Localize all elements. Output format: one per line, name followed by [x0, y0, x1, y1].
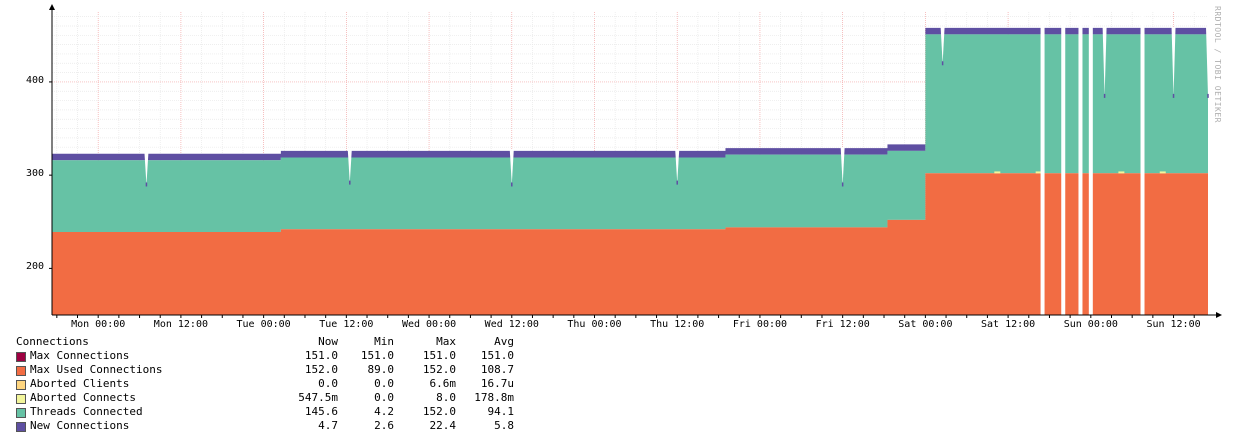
legend-column-avg: Avg — [494, 335, 514, 348]
gap-dip — [675, 149, 680, 183]
x-tick-label: Mon 12:00 — [153, 319, 208, 330]
gap-dip — [347, 149, 352, 183]
legend-value-max: 152.0 — [422, 405, 456, 418]
legend-value-now: 152.0 — [304, 363, 338, 376]
aborted-connects-blip — [1118, 171, 1125, 174]
legend-series-name: Max Connections — [30, 349, 130, 362]
legend-value-now: 0.0 — [318, 377, 338, 390]
legend-value-avg: 178.8m — [474, 391, 514, 404]
gap-dip — [1102, 26, 1107, 96]
legend-value-avg: 151.0 — [480, 349, 514, 362]
legend-rows: Max Connections 151.0 151.0 151.0 151.0 Max U… — [16, 349, 514, 433]
y-tick-label: 200 — [25, 261, 44, 273]
legend-value-avg: 16.7u — [480, 377, 514, 390]
legend-value-max: 151.0 — [422, 349, 456, 362]
legend-column-min: Min — [374, 335, 394, 348]
legend-series-name: New Connections — [30, 419, 130, 432]
gap-dip — [940, 26, 945, 64]
x-tick-label: Tue 00:00 — [236, 319, 291, 330]
x-tick-label: Tue 12:00 — [319, 319, 374, 330]
axes — [49, 4, 1222, 318]
legend-row: Max Used Connections 152.0 89.0 152.0 108.7 — [16, 363, 514, 377]
aborted-connects-blip — [994, 171, 1001, 174]
legend-value-min: 2.6 — [374, 419, 394, 432]
legend-value-min: 89.0 — [367, 363, 395, 376]
stacked-areas — [52, 27, 1208, 315]
legend-column-max: Max — [436, 335, 456, 348]
legend-value-avg: 108.7 — [480, 363, 514, 376]
legend-value-now: 547.5m — [298, 391, 338, 404]
legend-value-max: 6.6m — [429, 377, 457, 390]
legend-value-max: 22.4 — [429, 419, 457, 432]
aborted-connects-blip — [1035, 171, 1042, 174]
legend-value-avg: 5.8 — [494, 419, 514, 432]
x-tick-label: Mon 00:00 — [71, 319, 126, 330]
rrdtool-watermark: RRDTOOL / TOBI OETIKER — [1213, 6, 1222, 123]
x-axis-arrow — [1216, 312, 1222, 318]
legend-swatch — [16, 380, 26, 390]
gap-full — [1078, 12, 1083, 315]
x-tick-label: Sat 12:00 — [981, 319, 1036, 330]
gap-full — [1061, 12, 1066, 315]
legend-value-max: 8.0 — [436, 391, 456, 404]
gap-full — [1088, 12, 1093, 315]
legend-swatch — [16, 366, 26, 376]
legend-title: Connections — [16, 335, 89, 348]
legend-series-name: Aborted Clients — [30, 377, 130, 390]
y-tick-label: 400 — [25, 74, 44, 86]
legend-value-min: 151.0 — [360, 349, 394, 362]
legend-row: Aborted Clients 0.0 0.0 6.6m 16.7u — [16, 377, 514, 391]
legend-swatch — [16, 394, 26, 404]
legend-series-name: Threads Connected — [30, 405, 143, 418]
legend-value-avg: 94.1 — [487, 405, 515, 418]
legend-row: Threads Connected 145.6 4.2 152.0 94.1 — [16, 405, 514, 419]
aborted-connects-blip — [1159, 171, 1166, 174]
x-tick-label: Sat 00:00 — [898, 319, 953, 330]
gap-dip — [509, 149, 514, 185]
series-max-used-connections — [52, 173, 1208, 315]
y-tick-label: 300 — [25, 168, 44, 180]
series-threads-connected — [52, 34, 1208, 233]
legend-column-now: Now — [318, 335, 338, 348]
legend-row: Max Connections 151.0 151.0 151.0 151.0 — [16, 349, 514, 363]
gap-full — [1140, 12, 1145, 315]
legend-swatch — [16, 352, 26, 362]
x-tick-label: Wed 00:00 — [401, 319, 457, 330]
x-tick-label: Sun 00:00 — [1063, 319, 1118, 330]
gap-full — [1040, 12, 1045, 315]
legend-swatch — [16, 408, 26, 418]
legend-value-now: 145.6 — [304, 405, 338, 418]
x-tick-label: Fri 12:00 — [815, 319, 870, 330]
gap-dip — [840, 147, 845, 185]
x-tick-label: Thu 00:00 — [567, 319, 622, 330]
y-axis-arrow — [49, 4, 55, 10]
data-gaps — [144, 12, 1210, 315]
legend-value-now: 4.7 — [318, 419, 338, 432]
legend-value-min: 4.2 — [374, 405, 394, 418]
legend-swatch — [16, 422, 26, 432]
x-tick-label: Fri 00:00 — [732, 319, 788, 330]
legend-value-now: 151.0 — [304, 349, 338, 362]
x-tick-label: Thu 12:00 — [650, 319, 705, 330]
legend-series-name: Max Used Connections — [30, 363, 163, 376]
legend-value-min: 0.0 — [374, 377, 394, 390]
legend: Connections Now Min Max Avg Max Connections… — [16, 335, 514, 433]
legend-series-name: Aborted Connects — [30, 391, 136, 404]
legend-row: New Connections 4.7 2.6 22.4 5.8 — [16, 419, 514, 433]
legend-value-max: 152.0 — [422, 363, 456, 376]
gap-dip — [1171, 26, 1176, 96]
gap-dip — [144, 152, 149, 185]
legend-value-min: 0.0 — [374, 391, 394, 404]
gap-dip — [1206, 26, 1210, 96]
x-tick-label: Sun 12:00 — [1146, 319, 1201, 330]
legend-row: Aborted Connects 547.5m 0.0 8.0 178.8m — [16, 391, 514, 405]
chart-plot — [49, 4, 1222, 318]
x-tick-label: Wed 12:00 — [484, 319, 539, 330]
